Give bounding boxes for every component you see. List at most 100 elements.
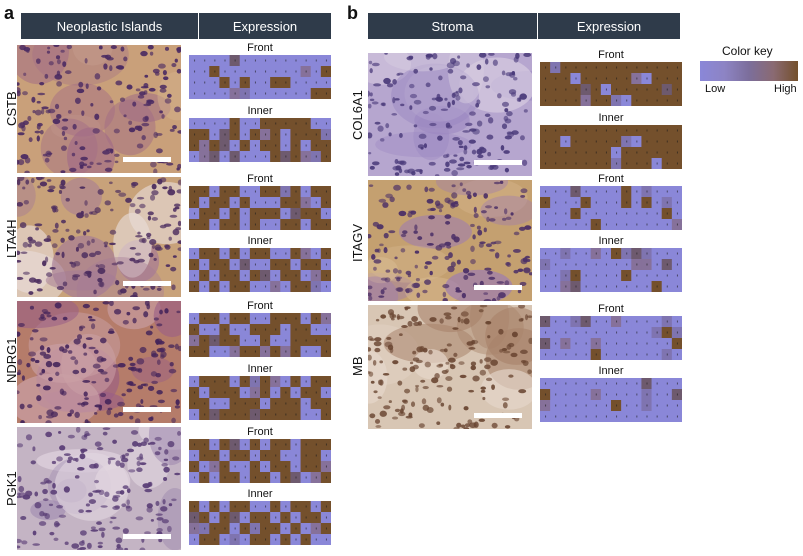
gene-label-mb: MB (350, 356, 365, 376)
heatmap-spot-dot (565, 382, 567, 385)
heatmap-spot-dot (204, 70, 206, 73)
heatmap-spot-dot (636, 162, 638, 165)
heatmap-spot-dot (585, 151, 587, 154)
heatmap-spot-dot (595, 274, 597, 277)
heatmap-spot-dot (575, 212, 577, 215)
heatmap-spot-dot (244, 476, 246, 479)
heatmap-spot-dot (666, 140, 668, 143)
scale-bar (123, 157, 171, 162)
heatmap-spot-dot (254, 317, 256, 320)
heatmap-spot-dot (585, 404, 587, 407)
heatmap-spot-dot (295, 201, 297, 204)
heatmap-spot-dot (325, 223, 327, 226)
heatmap-spot-dot (305, 538, 307, 541)
heatmap-spot-dot (234, 285, 236, 288)
heatmap-spot-dot (315, 144, 317, 147)
heatmap-spot-dot (254, 274, 256, 277)
heatmap-spot-dot (204, 201, 206, 204)
heatmap-spot-dot (656, 223, 658, 226)
heatmap-spot-dot (676, 140, 678, 143)
heatmap-spot-dot (616, 382, 618, 385)
heatmap-spot-dot (646, 140, 648, 143)
heatmap-spot-dot (626, 353, 628, 356)
heatmap-spot-dot (275, 155, 277, 158)
heatmap-spot-dot (646, 342, 648, 345)
heatmap-spot-dot (626, 162, 628, 165)
heatmap-spot-dot (585, 274, 587, 277)
heatmap-spot-dot (315, 350, 317, 353)
heatmap-spot-dot (616, 129, 618, 132)
heatmap-spot-dot (575, 404, 577, 407)
heatmap-spot-dot (244, 133, 246, 136)
heatmap-spot-dot (204, 465, 206, 468)
heatmap-spot-dot (565, 353, 567, 356)
heatmap-spot-dot (555, 66, 557, 69)
heatmap-spot-dot (234, 402, 236, 405)
heatmap-spot-dot (646, 77, 648, 80)
heatmap-spot-dot (224, 223, 226, 226)
heatmap-spot-dot (234, 201, 236, 204)
heatmap-spot-dot (254, 505, 256, 508)
heatmap-spot-dot (305, 201, 307, 204)
heatmap-spot-dot (585, 353, 587, 356)
heatmap-front-label: Front (247, 173, 273, 185)
heatmap-spot-dot (285, 190, 287, 193)
heatmap-spot-dot (214, 285, 216, 288)
heatmap-spot-dot (234, 350, 236, 353)
heatmap-spot-dot (666, 212, 668, 215)
heatmap-spot-dot (585, 162, 587, 165)
heatmap-spot-dot (666, 393, 668, 396)
heatmap-spot-dot (666, 285, 668, 288)
heatmap-spot-dot (285, 263, 287, 266)
heatmap-spot-dot (315, 252, 317, 255)
heatmap-spot-dot (194, 476, 196, 479)
heatmap-spot-dot (194, 454, 196, 457)
heatmap-spot-dot (265, 223, 267, 226)
heatmap-spot-dot (214, 538, 216, 541)
heatmap-spot-dot (595, 252, 597, 255)
heatmap-spot-dot (325, 328, 327, 331)
heatmap-spot-dot (656, 162, 658, 165)
heatmap-spot-dot (646, 404, 648, 407)
heatmap-spot-dot (244, 223, 246, 226)
heatmap-spot-dot (265, 190, 267, 193)
heatmap-spot-dot (265, 212, 267, 215)
heatmap-spot-dot (295, 155, 297, 158)
heatmap-spot-dot (595, 393, 597, 396)
heatmap-spot-dot (265, 70, 267, 73)
heatmap-spot-dot (325, 505, 327, 508)
heatmap-spot-dot (214, 350, 216, 353)
heatmap-spot-dot (224, 527, 226, 530)
heatmap-spot-dot (194, 252, 196, 255)
heatmap-spot-dot (204, 443, 206, 446)
heatmap-spot-dot (636, 342, 638, 345)
heatmap-spot-dot (676, 393, 678, 396)
heatmap-spot-dot (575, 99, 577, 102)
heatmap-spot-dot (545, 320, 547, 323)
heatmap-spot-dot (295, 274, 297, 277)
heatmap-spot-dot (315, 328, 317, 331)
heatmap-spot-dot (605, 77, 607, 80)
heatmap-inner-label: Inner (598, 235, 624, 247)
heatmap-spot-dot (666, 223, 668, 226)
heatmap-spot-dot (224, 465, 226, 468)
heatmap-spot-dot (244, 413, 246, 416)
heatmap-spot-dot (555, 223, 557, 226)
heatmap-spot-dot (666, 342, 668, 345)
heatmap-spot-dot (234, 92, 236, 95)
heatmap-spot-dot (325, 516, 327, 519)
heatmap-spot-dot (656, 99, 658, 102)
heatmap-spot-dot (545, 151, 547, 154)
heatmap-spot-dot (565, 151, 567, 154)
heatmap-spot-dot (234, 413, 236, 416)
heatmap-spot-dot (605, 393, 607, 396)
heatmap-spot-dot (585, 415, 587, 418)
heatmap-spot-dot (595, 223, 597, 226)
heatmap-spot-dot (555, 201, 557, 204)
heatmap-spot-dot (285, 155, 287, 158)
heatmap-spot-dot (616, 353, 618, 356)
heatmap-spot-dot (214, 133, 216, 136)
heatmap-spot-dot (305, 339, 307, 342)
heatmap-spot-dot (244, 454, 246, 457)
heatmap-spot-dot (656, 252, 658, 255)
